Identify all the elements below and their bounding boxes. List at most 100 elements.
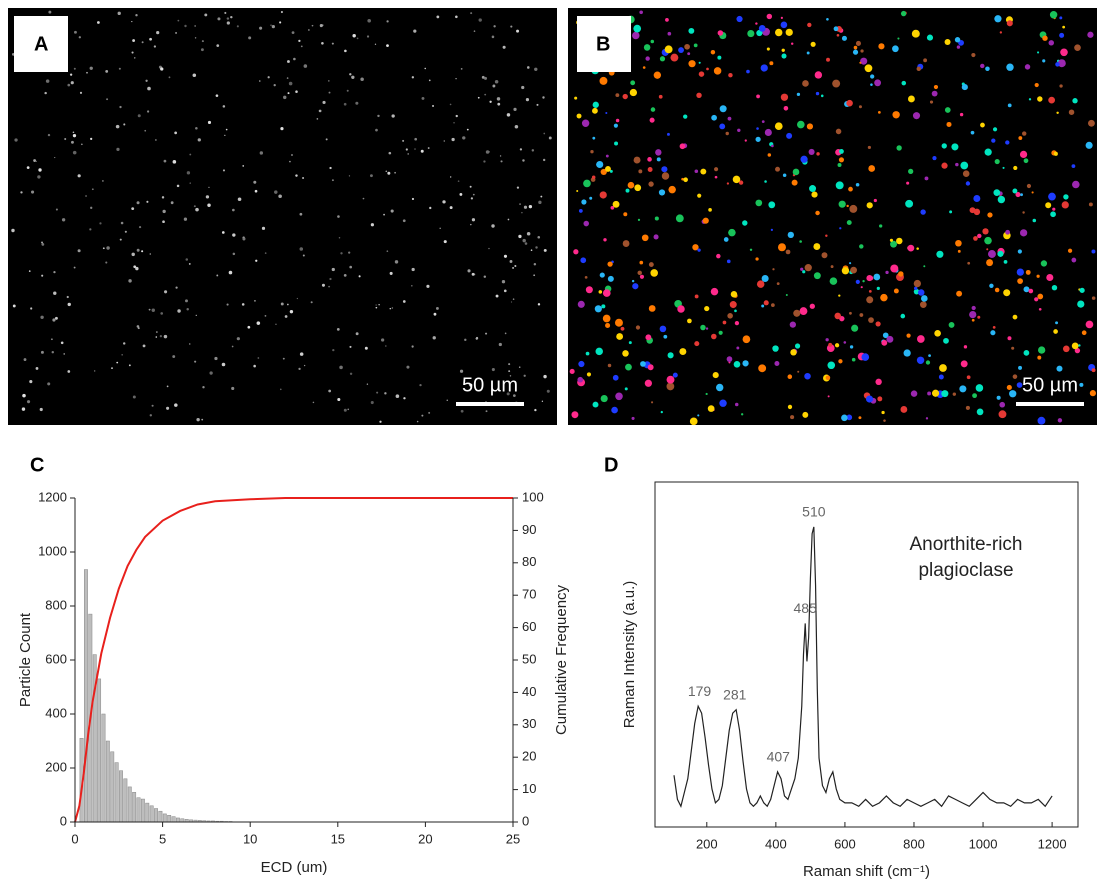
particle <box>298 39 301 43</box>
particle <box>666 382 675 391</box>
particle <box>538 200 542 204</box>
particle <box>614 318 623 327</box>
particle <box>254 189 258 193</box>
particle <box>892 45 899 53</box>
particle <box>653 71 662 79</box>
particle <box>329 277 332 281</box>
particle <box>264 252 267 254</box>
particle <box>337 397 341 402</box>
particle <box>40 350 44 354</box>
particle <box>1007 103 1012 108</box>
particle <box>802 80 809 87</box>
particle <box>1037 51 1040 54</box>
particle <box>692 244 699 251</box>
particle <box>483 275 487 278</box>
particle <box>1059 84 1063 88</box>
particle <box>311 24 314 27</box>
particle <box>605 166 611 172</box>
particle <box>122 342 126 345</box>
particle <box>1079 382 1084 387</box>
particle <box>73 266 76 269</box>
particle <box>832 79 841 88</box>
particle <box>607 261 613 267</box>
particle <box>54 156 56 159</box>
y-axis-title: Particle Count <box>17 612 34 707</box>
particle <box>786 132 793 139</box>
particle <box>705 392 708 396</box>
particle <box>537 235 541 239</box>
particle <box>321 283 325 287</box>
annotation: plagioclase <box>918 560 1013 581</box>
particle <box>1059 32 1065 38</box>
particle <box>971 305 976 311</box>
y-tick-label: 600 <box>45 651 67 666</box>
particle <box>763 300 769 306</box>
particle <box>406 365 410 369</box>
particle <box>713 67 722 75</box>
particle <box>687 52 691 56</box>
y2-tick-label: 80 <box>522 554 536 569</box>
particle <box>508 370 511 373</box>
particle <box>868 275 874 281</box>
particle <box>860 286 863 289</box>
particle <box>339 365 343 370</box>
particle <box>328 91 331 94</box>
particle <box>965 181 971 186</box>
particle <box>855 279 860 284</box>
particle <box>999 401 1006 408</box>
particle <box>649 117 655 123</box>
particle <box>228 270 233 275</box>
particle <box>1052 207 1056 211</box>
particle <box>993 189 1001 196</box>
particle <box>166 406 170 410</box>
particle <box>627 181 635 189</box>
particle <box>569 368 575 374</box>
particle <box>835 181 844 190</box>
y2-tick-label: 30 <box>522 716 536 731</box>
particle <box>766 47 770 51</box>
particle <box>866 202 873 209</box>
particle <box>478 18 482 22</box>
y2-tick-label: 0 <box>522 813 529 828</box>
particle <box>435 306 439 310</box>
particle <box>955 239 962 247</box>
particle <box>1053 151 1058 156</box>
particle <box>389 307 392 310</box>
panel-label: A <box>34 33 48 55</box>
particle <box>592 136 596 140</box>
y-tick-label: 1200 <box>38 489 67 504</box>
particle <box>449 103 452 106</box>
particle <box>491 368 495 372</box>
particle <box>815 91 820 96</box>
particle <box>443 140 445 142</box>
particle <box>820 94 824 98</box>
particle <box>761 304 765 308</box>
y-axis-title: Raman Intensity (a.u.) <box>621 581 638 729</box>
particle <box>688 27 695 34</box>
particle <box>583 220 590 227</box>
particle <box>134 57 136 59</box>
particle <box>756 127 759 130</box>
particle <box>513 107 517 111</box>
particle <box>777 243 786 252</box>
particle <box>830 265 834 269</box>
particle <box>329 166 332 170</box>
particle <box>837 163 842 168</box>
particle <box>851 324 859 332</box>
particle <box>446 399 449 402</box>
particle <box>343 408 347 412</box>
particle <box>632 283 639 290</box>
particle <box>506 392 510 396</box>
particle <box>298 367 301 371</box>
histogram-bar <box>132 792 137 823</box>
particle <box>896 145 902 151</box>
particle <box>601 304 606 309</box>
particle <box>377 114 380 118</box>
particle <box>969 207 976 214</box>
particle <box>327 80 330 82</box>
particle <box>503 289 507 293</box>
particle <box>764 180 767 183</box>
particle <box>756 94 760 99</box>
particle <box>90 137 93 140</box>
particle <box>467 269 471 273</box>
